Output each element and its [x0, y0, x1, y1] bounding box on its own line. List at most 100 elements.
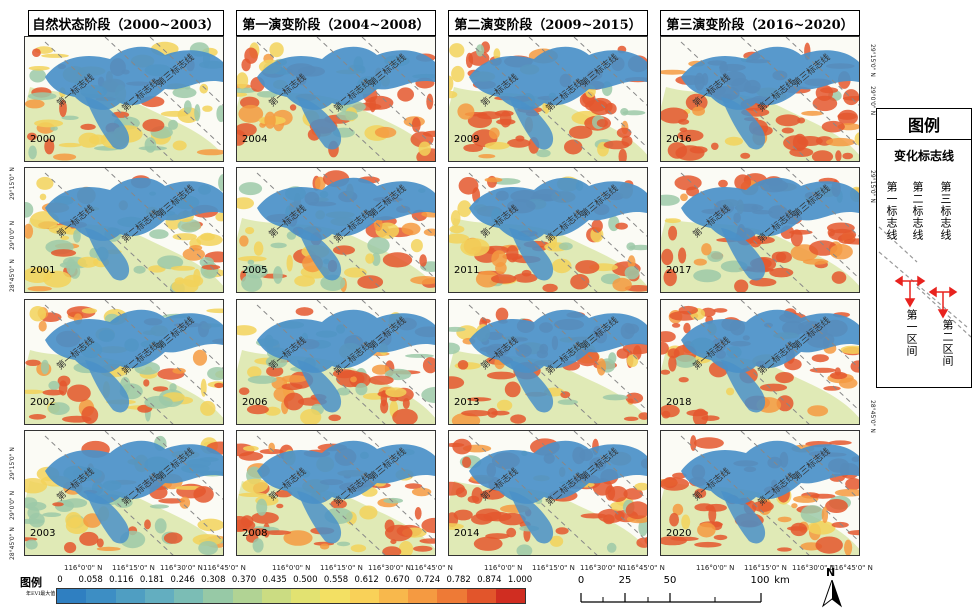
vegetation-patch: [193, 486, 214, 503]
vegetation-patch: [678, 247, 687, 264]
vegetation-patch: [177, 107, 200, 123]
colorbar-segment: [466, 589, 496, 603]
vegetation-patch: [152, 386, 169, 392]
vegetation-patch: [811, 150, 834, 161]
vegetation-patch: [549, 535, 564, 547]
vegetation-patch: [484, 177, 503, 183]
vegetation-patch: [179, 496, 191, 509]
scale-tick-2: 50: [663, 575, 677, 586]
vegetation-patch: [144, 519, 151, 530]
vegetation-patch: [237, 325, 257, 336]
vegetation-patch: [775, 372, 794, 384]
map-panel: 第一标志线 第二标志线 第三标志线 2000: [24, 36, 224, 162]
vegetation-patch: [449, 43, 465, 58]
evi-map: 第一标志线 第二标志线 第三标志线: [25, 300, 223, 424]
vegetation-patch: [450, 210, 461, 227]
panel-year-label: 2009: [454, 134, 480, 145]
vegetation-patch: [25, 497, 38, 509]
vegetation-patch: [690, 435, 697, 451]
vegetation-patch: [683, 322, 691, 334]
marker-line-2: [528, 168, 647, 279]
vegetation-patch: [516, 544, 533, 555]
map-panel: 第一标志线 第二标志线 第三标志线 2006: [236, 299, 436, 425]
vegetation-patch: [661, 248, 674, 266]
vegetation-patch: [821, 506, 829, 523]
lake-water: [681, 440, 859, 504]
vegetation-patch: [671, 323, 681, 328]
vegetation-patch: [39, 193, 47, 201]
lake-water-south: [297, 97, 342, 150]
column-title-1: 第一演变阶段（2004~2008）: [236, 10, 436, 36]
marker-line-3: [149, 37, 223, 106]
column-title-3: 第三演变阶段（2016~2020）: [660, 10, 860, 36]
marker-line-1: [44, 304, 174, 424]
vegetation-patch: [25, 389, 45, 394]
map-panel: 第一标志线 第二标志线 第三标志线 2020: [660, 430, 860, 556]
colorbar-tick: 0.116: [109, 575, 134, 585]
colorbar-tick: 0.558: [323, 575, 349, 585]
lake-water: [469, 46, 647, 110]
lon-tick-4: 116°0'0" N: [272, 564, 311, 572]
lake-water-south: [509, 228, 554, 281]
vegetation-patch: [449, 523, 464, 530]
vegetation-patch: [462, 456, 472, 468]
lake-water: [257, 440, 435, 504]
vegetation-patch: [483, 511, 512, 522]
colorbar-segment: [291, 589, 321, 603]
vegetation-patch: [831, 521, 849, 528]
vegetation-patch: [44, 138, 55, 155]
vegetation-patch: [196, 149, 223, 156]
marker-line-3: [149, 431, 223, 500]
vegetation-patch: [81, 308, 98, 314]
vegetation-patch: [449, 75, 454, 92]
vegetation-patch: [800, 505, 825, 524]
lon-tick-14: 116°30'0" N: [792, 564, 835, 572]
vegetation-patch: [564, 139, 583, 155]
vegetation-patch: [828, 228, 857, 241]
vegetation-patch: [480, 489, 505, 500]
vegetation-patch: [365, 253, 375, 264]
vegetation-patch: [202, 105, 213, 112]
vegetation-patch: [314, 176, 326, 191]
vegetation-patch: [48, 402, 70, 415]
vegetation-patch: [467, 397, 492, 402]
lake-water: [45, 46, 223, 110]
lon-tick-11: 116°45'0" N: [622, 564, 665, 572]
vegetation-patch: [711, 142, 719, 150]
lake-water: [45, 177, 223, 241]
vegetation-patch: [397, 87, 414, 102]
vegetation-patch: [661, 194, 680, 206]
colorbar: [56, 588, 526, 604]
vegetation-patch: [636, 537, 647, 548]
vegetation-patch: [610, 501, 626, 511]
panel-year-label: 2014: [454, 528, 480, 539]
panel-year-label: 2001: [30, 265, 56, 276]
marker-line-3: [149, 300, 223, 369]
lake-water-south: [85, 228, 130, 281]
vegetation-patch: [845, 478, 859, 490]
marker-line-1: [468, 304, 598, 424]
vegetation-patch: [693, 269, 722, 283]
vegetation-patch: [826, 137, 856, 147]
vegetation-patch: [835, 150, 842, 161]
north-arrow-icon: [821, 580, 843, 608]
panel-year-label: 2006: [242, 397, 268, 408]
vegetation-patch: [453, 509, 473, 521]
legend-graphic: [878, 226, 971, 338]
vegetation-patch: [270, 242, 287, 249]
vegetation-patch: [286, 254, 293, 272]
vegetation-patch: [597, 508, 625, 523]
marker-line-2: [740, 37, 859, 148]
vegetation-patch: [382, 252, 413, 268]
vegetation-patch: [384, 368, 412, 381]
vegetation-patch: [823, 386, 841, 391]
vegetation-patch: [596, 358, 606, 376]
vegetation-patch: [484, 141, 510, 150]
colorbar-sublabel: 年EVI最大值: [26, 591, 56, 597]
zone-arrow-2: [928, 286, 958, 319]
vegetation-patch: [807, 405, 829, 417]
evi-map: 第一标志线 第二标志线 第三标志线: [449, 37, 647, 161]
marker-line-1: [680, 435, 810, 555]
colorbar-tick: 0.670: [385, 575, 410, 585]
vegetation-patch: [32, 48, 41, 57]
